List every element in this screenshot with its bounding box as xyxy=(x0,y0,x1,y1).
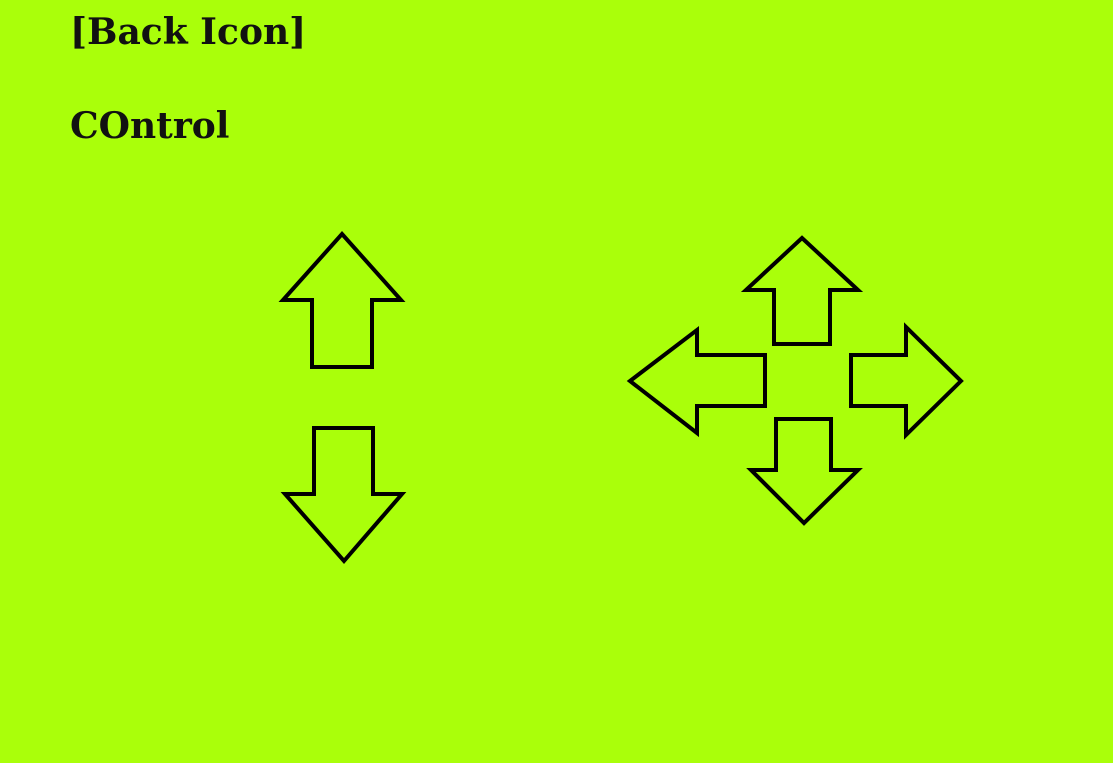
back-button[interactable]: [Back Icon] xyxy=(70,11,307,53)
down-arrow-icon[interactable] xyxy=(280,426,407,565)
up-arrow-icon[interactable] xyxy=(740,235,864,346)
right-arrow-icon[interactable] xyxy=(849,322,964,440)
up-arrow-icon[interactable] xyxy=(278,230,406,369)
vertical-control-pad xyxy=(278,230,407,565)
left-arrow-icon[interactable] xyxy=(626,325,767,438)
direction-control-pad xyxy=(626,235,964,526)
page-title: COntrol xyxy=(70,105,230,147)
down-arrow-icon[interactable] xyxy=(746,417,863,526)
